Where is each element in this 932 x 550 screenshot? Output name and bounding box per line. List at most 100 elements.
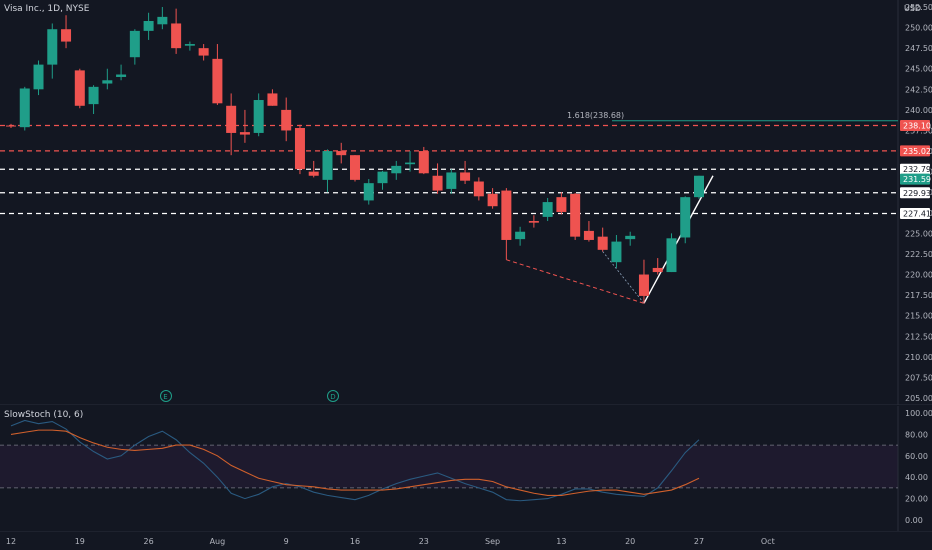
time-tick-label: 23 [419, 537, 429, 546]
candle-body [487, 193, 498, 207]
osc-tick-label: 0.00 [905, 516, 923, 525]
time-tick-label: 26 [144, 537, 154, 546]
time-tick-label: 20 [625, 537, 635, 546]
event-marker-label: E [163, 393, 167, 401]
osc-tick-label: 100.00 [905, 409, 932, 418]
time-tick-label: 16 [350, 537, 360, 546]
candle-body [583, 230, 594, 240]
candle-body [501, 190, 512, 240]
time-axis[interactable]: 12 19 26 Aug 9 16 23 Sep 13 20 27 Oct [0, 531, 932, 550]
candle-body [611, 241, 622, 263]
last-price-label: 231.59 [903, 175, 931, 184]
price-tick-label: 225.00 [905, 229, 932, 238]
candle-body [47, 29, 58, 65]
candle-body [6, 125, 16, 127]
candle-body [157, 16, 168, 25]
price-level-label: 238.10 [903, 122, 931, 131]
candle-body [556, 197, 567, 212]
time-tick-label: 19 [75, 537, 85, 546]
time-tick-label: 12 [6, 537, 16, 546]
price-level-label: 235.02 [903, 147, 931, 156]
price-tick-label: 222.50 [905, 250, 932, 259]
price-tick-label: 247.50 [905, 44, 932, 53]
candle-body [694, 175, 704, 198]
candle-body [88, 86, 99, 105]
candle-body [432, 175, 443, 191]
stochastic-pane[interactable]: 100.00 80.00 60.00 40.00 20.00 0.00 [0, 406, 932, 531]
osc-tick-label: 80.00 [905, 430, 928, 439]
time-tick-label: 13 [556, 537, 566, 546]
candle-body [74, 70, 85, 106]
candle-body [184, 44, 195, 46]
event-marker [327, 390, 339, 402]
candle-body [418, 151, 429, 174]
candle-body [391, 165, 402, 174]
candle-body [239, 132, 250, 135]
symbol-title[interactable]: Visa Inc., 1D, NYSE [4, 4, 90, 14]
price-tick-label: 212.50 [905, 332, 932, 341]
candle-body [267, 93, 278, 106]
candle-body [680, 197, 691, 238]
time-tick-label: 27 [694, 537, 704, 546]
candle-body [350, 155, 360, 180]
price-level-label: 227.41 [903, 210, 931, 219]
candle-body [129, 30, 140, 58]
candle-body [446, 172, 457, 189]
candle-body [116, 74, 127, 77]
price-level-badge [900, 163, 930, 175]
price-tick-label: 242.50 [905, 85, 932, 94]
candle-body [308, 171, 319, 176]
candle-body [198, 48, 209, 56]
candle-body [652, 267, 663, 273]
candle-body [102, 80, 113, 84]
price-tick-label: 215.00 [905, 312, 932, 321]
candle-body [460, 172, 471, 181]
candle-body [253, 100, 264, 133]
candle-body [19, 88, 30, 128]
candle-body [638, 274, 649, 296]
candle-body [597, 236, 608, 250]
candle-body [542, 202, 553, 217]
osc-tick-label: 40.00 [905, 473, 928, 482]
candle-body [666, 238, 677, 273]
time-tick-label: 9 [284, 537, 289, 546]
price-chart-pane[interactable]: 252.50250.00247.50245.00242.50240.00237.… [0, 0, 932, 405]
price-tick-label: 205.00 [905, 394, 932, 403]
candle-body [33, 64, 44, 90]
event-marker [160, 390, 172, 402]
price-level-label: 229.93 [903, 189, 931, 198]
last-price-badge [900, 173, 930, 185]
time-tick-label: Sep [485, 537, 500, 546]
candle-body [377, 171, 388, 184]
osc-tick-label: 20.00 [905, 495, 928, 504]
candle-body [143, 20, 154, 31]
candle-body [294, 128, 305, 170]
candle-body [363, 183, 374, 201]
price-level-badge [900, 187, 930, 199]
price-tick-label: 252.50 [905, 3, 932, 12]
oscillator-title[interactable]: SlowStoch (10, 6) [4, 410, 84, 420]
candle-body [405, 162, 416, 165]
candle-body [336, 151, 347, 156]
time-tick-label: Aug [210, 537, 226, 546]
candle-body [281, 109, 292, 131]
stoch-band-fill [0, 445, 898, 488]
price-level-label: 232.79 [903, 165, 931, 174]
dotted-trend-line [602, 251, 645, 304]
osc-tick-label: 60.00 [905, 452, 928, 461]
stoch-k-line [10, 419, 700, 502]
candle-body [528, 221, 539, 223]
currency-label: USD [904, 4, 922, 13]
price-tick-label: 217.50 [905, 291, 932, 300]
price-level-badge [900, 120, 930, 132]
candle-body [515, 231, 526, 240]
candle-body [625, 235, 636, 240]
stoch-d-line [10, 429, 700, 496]
price-tick-label: 250.00 [905, 24, 932, 33]
candle-body [570, 193, 581, 237]
price-tick-label: 207.50 [905, 373, 932, 382]
price-tick-label: 220.00 [905, 271, 932, 280]
candle-body [171, 23, 182, 49]
price-level-badge [900, 145, 930, 157]
candle-body [61, 29, 72, 42]
